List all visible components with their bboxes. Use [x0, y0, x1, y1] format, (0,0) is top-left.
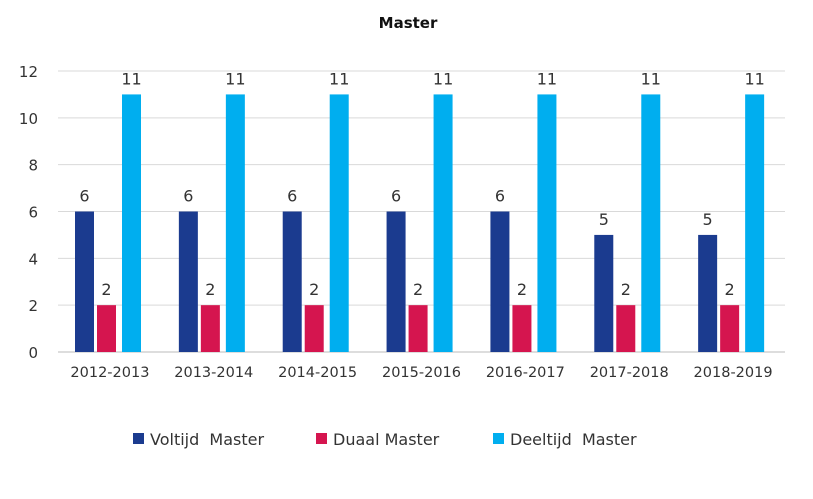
bar	[490, 211, 510, 352]
legend-label: Deeltijd Master	[510, 430, 637, 449]
data-label: 2	[413, 280, 423, 299]
data-label: 11	[744, 69, 764, 88]
legend-swatch	[493, 433, 504, 444]
bar	[282, 211, 302, 352]
data-label: 6	[495, 187, 505, 206]
data-label: 6	[391, 187, 401, 206]
bar	[200, 305, 220, 352]
data-label: 2	[621, 280, 631, 299]
bar	[745, 94, 765, 353]
data-label: 6	[287, 187, 297, 206]
x-tick-label: 2013-2014	[174, 365, 253, 381]
bar	[641, 94, 661, 353]
data-label: 2	[205, 280, 215, 299]
data-label: 11	[537, 69, 557, 88]
y-tick-label: 4	[28, 250, 38, 268]
data-label: 6	[183, 187, 193, 206]
bar	[720, 305, 740, 352]
bar	[97, 305, 116, 352]
bar	[594, 234, 614, 352]
data-label: 11	[225, 69, 245, 88]
bar	[386, 211, 406, 352]
bar	[225, 94, 245, 353]
y-tick-label: 8	[28, 157, 38, 175]
data-label: 2	[725, 280, 735, 299]
y-tick-label: 6	[28, 204, 38, 222]
legend-label: Voltijd Master	[150, 430, 264, 449]
data-label: 6	[79, 187, 89, 206]
bar	[616, 305, 636, 352]
y-tick-label: 12	[19, 63, 38, 81]
data-label: 2	[101, 280, 111, 299]
data-label: 11	[641, 69, 661, 88]
data-label: 2	[517, 280, 527, 299]
data-label: 11	[329, 69, 349, 88]
x-tick-label: 2017-2018	[590, 365, 669, 381]
bar	[433, 94, 453, 353]
data-label: 5	[703, 210, 713, 229]
x-tick-label: 2012-2013	[70, 365, 149, 381]
bar	[178, 211, 198, 352]
data-label: 5	[599, 210, 609, 229]
legend-swatch	[133, 433, 144, 444]
x-tick-label: 2016-2017	[486, 365, 565, 381]
x-tick-label: 2015-2016	[382, 365, 461, 381]
bar	[537, 94, 557, 353]
legend-label: Duaal Master	[333, 430, 440, 449]
y-tick-label: 10	[19, 110, 38, 128]
y-tick-label: 0	[28, 344, 38, 362]
bar	[304, 305, 324, 352]
data-label: 11	[433, 69, 453, 88]
y-tick-label: 2	[28, 297, 38, 315]
bar	[512, 305, 532, 352]
bar	[698, 234, 718, 352]
bar	[408, 305, 428, 352]
chart-title: Master	[379, 14, 438, 32]
data-label: 2	[309, 280, 319, 299]
x-tick-label: 2018-2019	[694, 365, 773, 381]
bar	[329, 94, 349, 353]
bar	[122, 94, 141, 353]
legend-swatch	[316, 433, 327, 444]
bar	[75, 211, 94, 352]
data-label: 11	[121, 69, 141, 88]
x-tick-label: 2014-2015	[278, 365, 357, 381]
